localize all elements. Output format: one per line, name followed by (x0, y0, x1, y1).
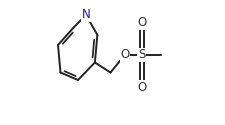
Text: O: O (137, 16, 146, 29)
Text: O: O (120, 48, 129, 62)
Text: S: S (137, 48, 145, 62)
Text: N: N (81, 8, 90, 22)
Text: O: O (137, 81, 146, 94)
